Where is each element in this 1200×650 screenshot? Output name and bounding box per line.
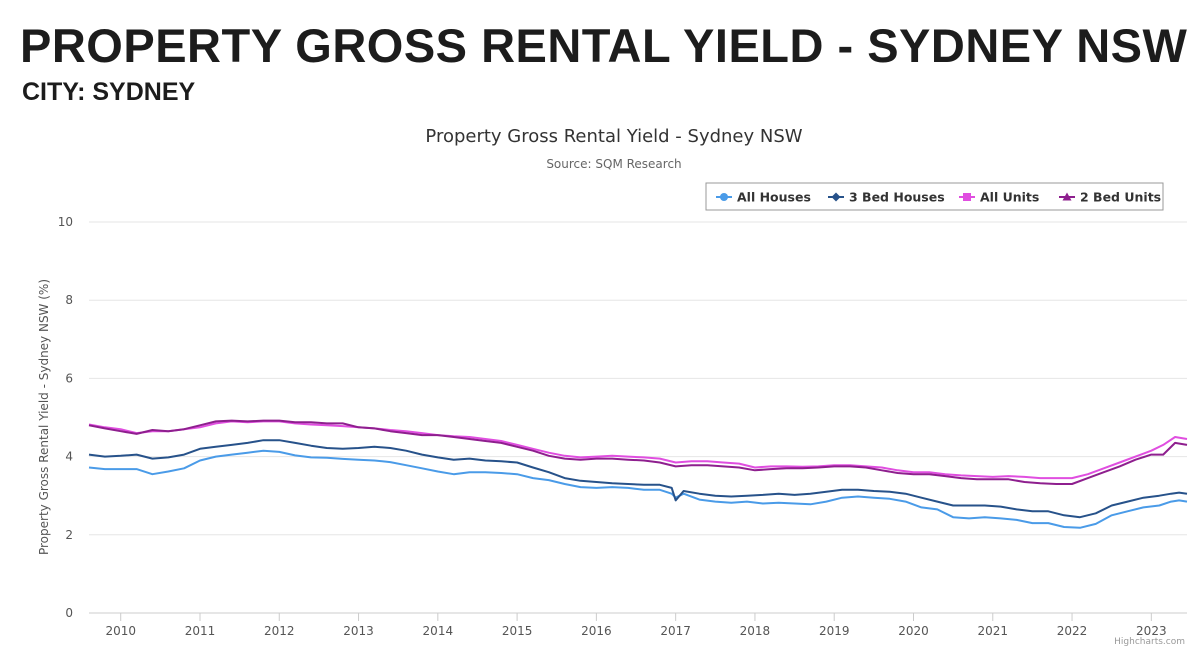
y-tick-label: 4 bbox=[65, 450, 73, 464]
x-tick-label: 2010 bbox=[105, 624, 136, 638]
legend-label: All Houses bbox=[737, 190, 811, 205]
x-tick-label: 2020 bbox=[898, 624, 929, 638]
x-tick-label: 2018 bbox=[740, 624, 771, 638]
page-title: PROPERTY GROSS RENTAL YIELD - SYDNEY NSW bbox=[20, 19, 1188, 72]
chart-title: Property Gross Rental Yield - Sydney NSW bbox=[425, 126, 802, 147]
x-tick-label: 2016 bbox=[581, 624, 612, 638]
series-line-3-bed-houses[interactable] bbox=[88, 439, 1188, 519]
legend-diamond-marker bbox=[831, 192, 841, 202]
y-tick-label: 0 bbox=[65, 606, 73, 620]
legend-label: 3 Bed Houses bbox=[849, 190, 945, 205]
highcharts-credit[interactable]: Highcharts.com bbox=[1114, 637, 1185, 647]
y-axis-title: Property Gross Rental Yield - Sydney NSW… bbox=[37, 279, 51, 555]
x-tick-label: 2023 bbox=[1136, 624, 1167, 638]
x-tick-label: 2021 bbox=[977, 624, 1008, 638]
x-tick-label: 2015 bbox=[502, 624, 533, 638]
legend-frame bbox=[705, 182, 1164, 211]
x-tick-label: 2014 bbox=[423, 624, 454, 638]
series-line-all-houses[interactable] bbox=[88, 449, 1188, 529]
series-line-2-bed-units[interactable] bbox=[88, 419, 1188, 485]
legend-item-3-bed-houses[interactable]: 3 Bed Houses bbox=[828, 190, 945, 205]
legend-item-all-units[interactable]: All Units bbox=[959, 190, 1039, 205]
y-tick-label: 8 bbox=[65, 293, 73, 307]
y-tick-label: 6 bbox=[65, 371, 73, 385]
legend-label: All Units bbox=[980, 190, 1039, 205]
x-tick-label: 2012 bbox=[264, 624, 295, 638]
y-tick-label: 10 bbox=[58, 215, 73, 229]
chart-subtitle: Source: SQM Research bbox=[546, 157, 681, 171]
legend-square-marker bbox=[963, 193, 971, 201]
x-tick-label: 2017 bbox=[660, 624, 691, 638]
legend-item-2-bed-units[interactable]: 2 Bed Units bbox=[1059, 190, 1161, 205]
chart-legend: All Houses 3 Bed Houses All Units 2 Bed Uni… bbox=[705, 182, 1164, 211]
legend-item-all-houses[interactable]: All Houses bbox=[716, 190, 811, 205]
series-line-all-units[interactable] bbox=[88, 420, 1188, 480]
x-tick-label: 2022 bbox=[1057, 624, 1088, 638]
y-tick-label: 2 bbox=[65, 528, 73, 542]
x-tick-label: 2013 bbox=[343, 624, 374, 638]
legend-triangle-marker bbox=[1062, 192, 1072, 201]
legend-circle-marker bbox=[720, 193, 728, 201]
page-subtitle: CITY: SYDNEY bbox=[22, 78, 196, 106]
x-tick-label: 2011 bbox=[185, 624, 216, 638]
legend-label: 2 Bed Units bbox=[1080, 190, 1161, 205]
x-tick-label: 2019 bbox=[819, 624, 850, 638]
